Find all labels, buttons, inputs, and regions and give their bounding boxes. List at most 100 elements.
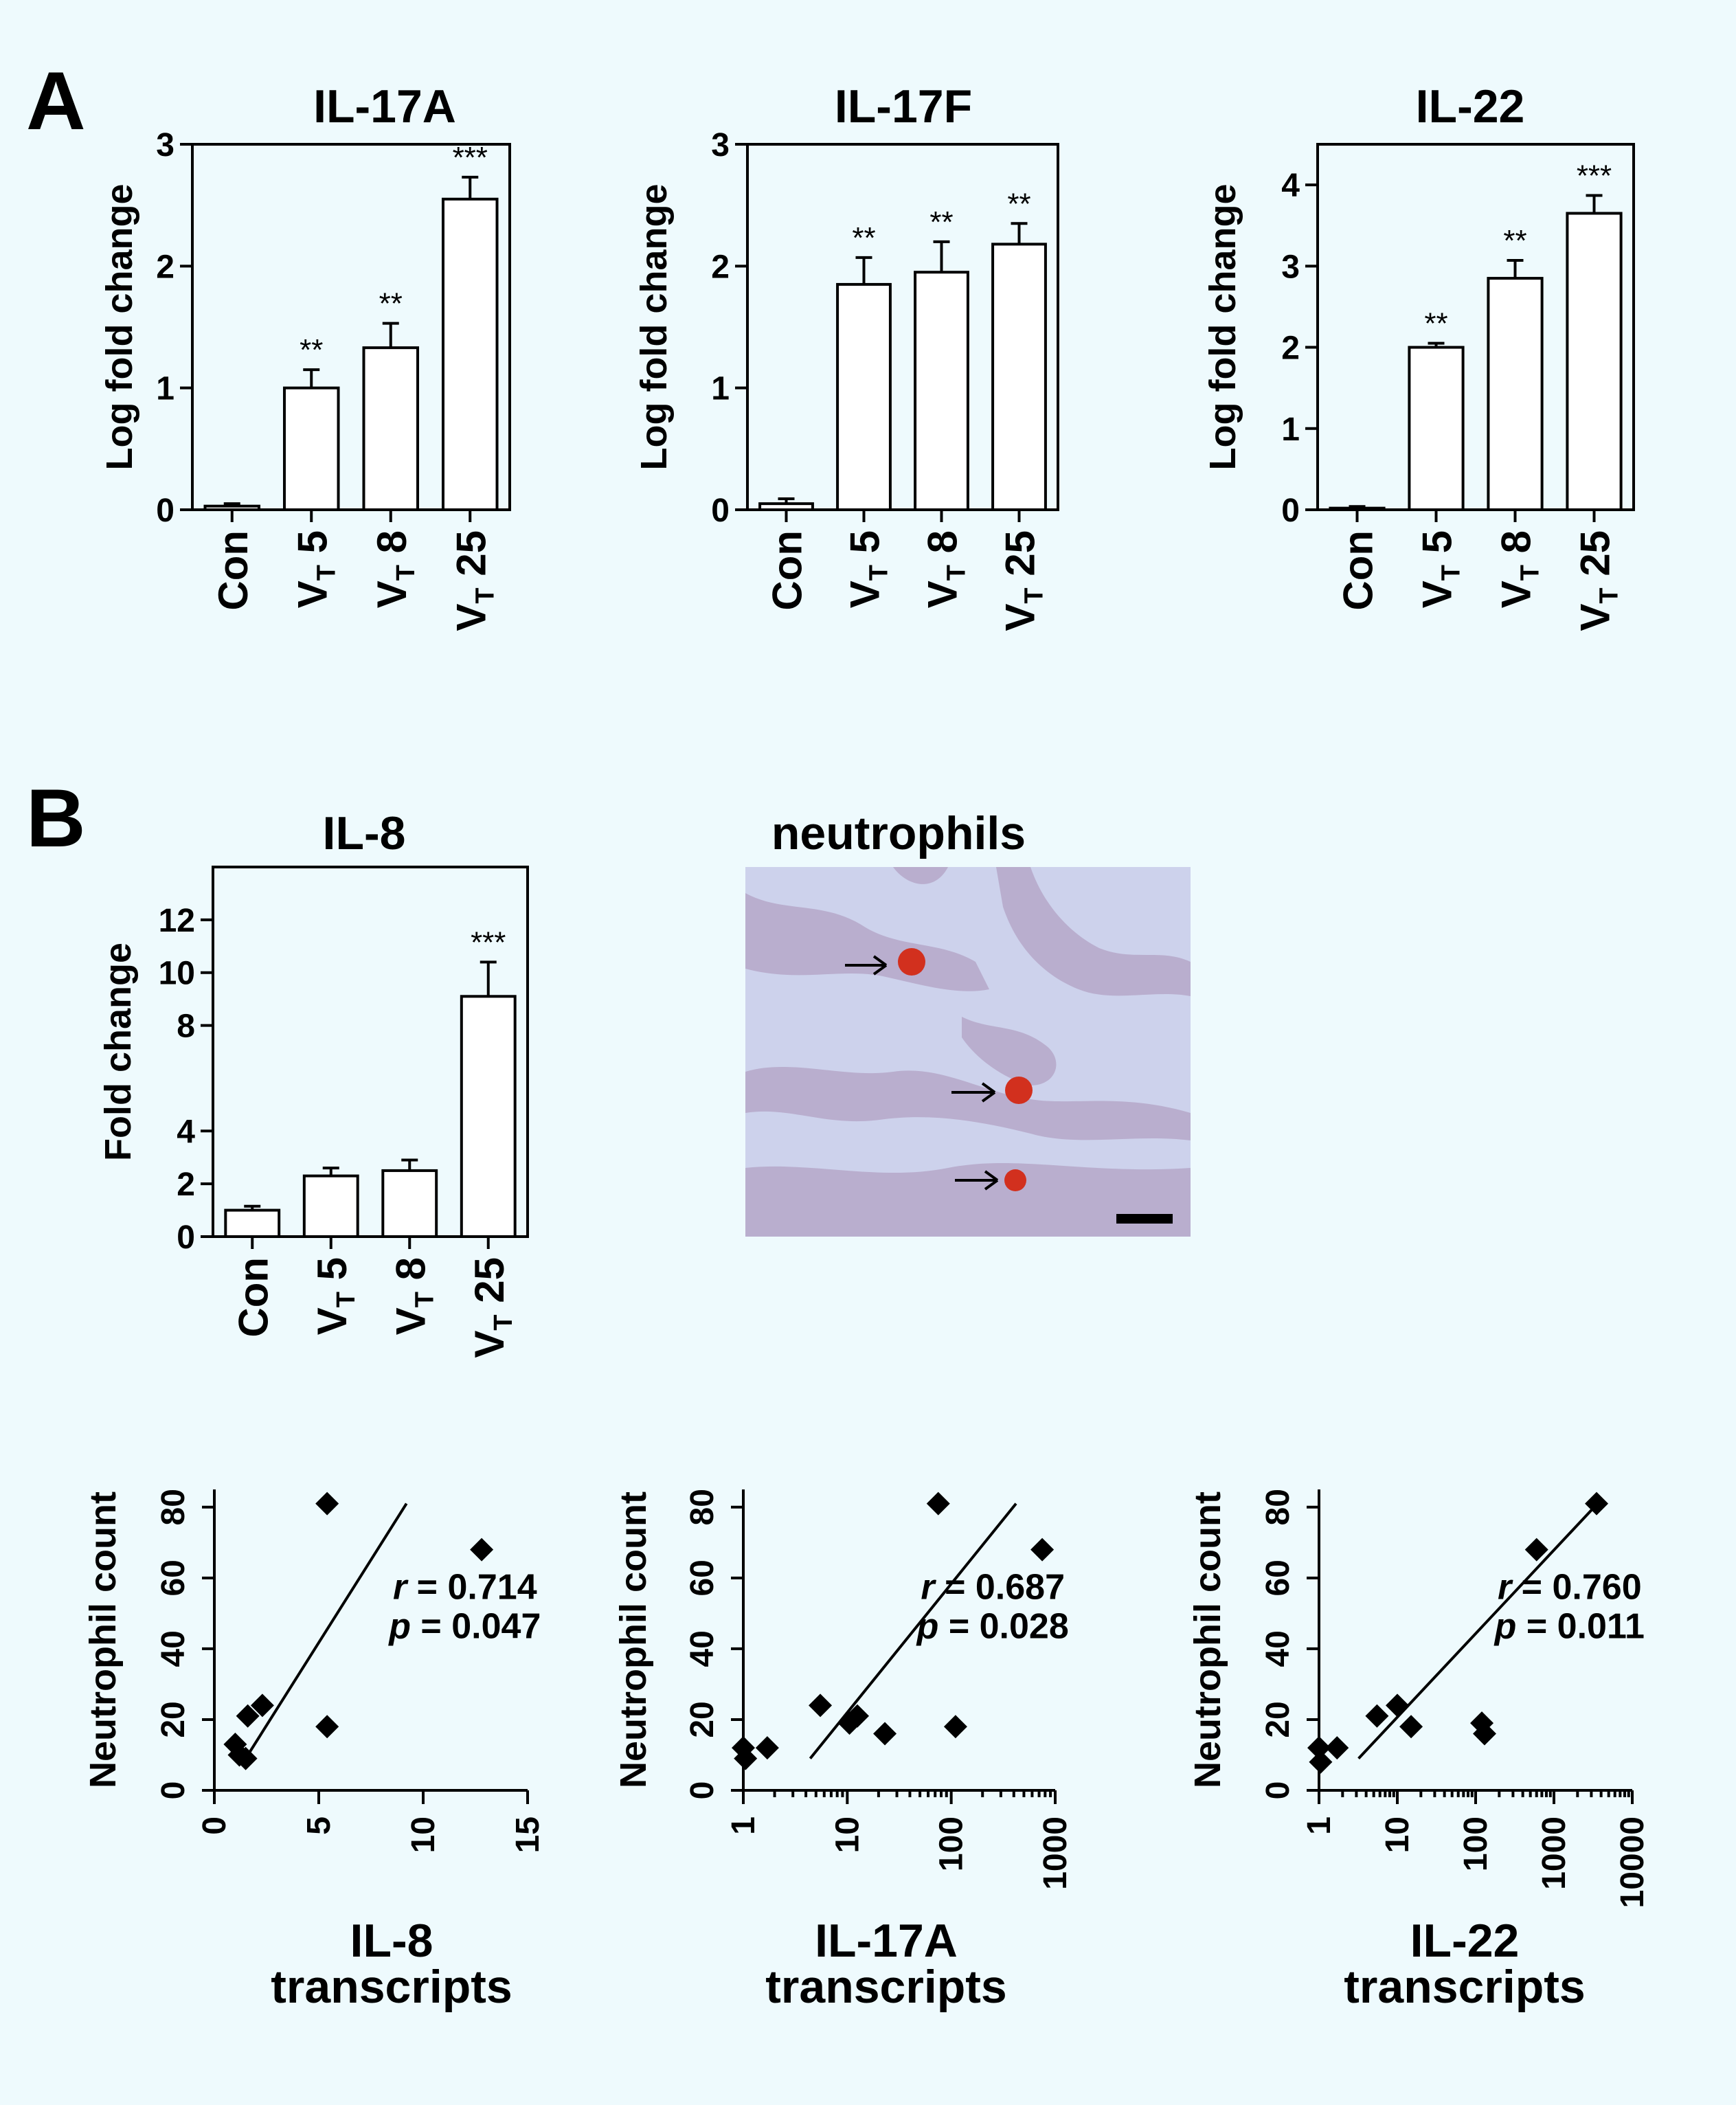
data-point <box>1585 1491 1609 1516</box>
bar <box>441 197 499 511</box>
significance-mark: *** <box>471 925 506 959</box>
y-axis-label: Neutrophil count <box>82 1491 124 1788</box>
y-tick-label: 2 <box>711 249 730 285</box>
category-label: VT 8 <box>387 1257 439 1335</box>
category-label: VT 5 <box>309 1257 361 1335</box>
bar <box>203 504 261 511</box>
y-tick-label: 0 <box>684 1781 721 1800</box>
y-tick-label: 80 <box>684 1489 721 1525</box>
data-point <box>1365 1704 1389 1728</box>
x-axis-label: IL-22 <box>1410 1915 1520 1967</box>
y-tick-label: 0 <box>177 1219 195 1256</box>
category-label: VT 8 <box>920 530 971 608</box>
regression-line <box>244 1502 408 1759</box>
y-tick-label: 0 <box>711 493 730 529</box>
bar-chart-il22: IL-22 Log fold change 0 1 2 3 4 Con ** VT 5 ** VT 8… <box>1202 80 1635 631</box>
y-tick-label: 20 <box>1260 1701 1296 1737</box>
regression-line <box>809 1502 1017 1759</box>
y-tick-label: 80 <box>155 1489 192 1525</box>
chart-title: IL-22 <box>1416 80 1525 133</box>
significance-mark: ** <box>379 287 403 321</box>
y-tick-label: 4 <box>177 1114 195 1150</box>
y-tick-label: 20 <box>155 1701 192 1737</box>
scatter-chart-scatter_il17a: Neutrophil count 0 20 40 60 80 1 10 100 1000 r = 0… <box>613 1489 1074 2013</box>
data-point <box>1307 1736 1331 1760</box>
arrow-1 <box>845 955 888 976</box>
y-tick-label: 60 <box>1260 1560 1296 1596</box>
category-label: VT 5 <box>842 530 894 608</box>
bar <box>460 995 517 1239</box>
micrograph-tissue <box>745 867 1191 1237</box>
category-label: VT 25 <box>448 530 499 631</box>
chart-title: IL-17F <box>835 80 972 133</box>
x-axis-label-2: transcripts <box>271 1961 512 2013</box>
x-tick-label: 10 <box>405 1816 442 1853</box>
x-tick-label: 100 <box>934 1816 970 1871</box>
data-point <box>1309 1750 1333 1774</box>
y-tick-label: 1 <box>156 371 174 407</box>
significance-mark: ** <box>1503 224 1526 258</box>
scale-bar <box>1116 1214 1173 1224</box>
p-statistic: p = 0.011 <box>1493 1606 1645 1646</box>
y-tick-label: 0 <box>1260 1781 1296 1800</box>
x-tick-label: 1000 <box>1536 1816 1572 1890</box>
bar <box>282 386 340 512</box>
x-tick-label: 5 <box>301 1816 337 1835</box>
category-label: Con <box>230 1257 276 1338</box>
category-label: VT 25 <box>997 530 1049 631</box>
significance-mark: *** <box>1577 159 1612 192</box>
y-axis-label: Log fold change <box>633 184 675 471</box>
y-tick-label: 40 <box>1260 1630 1296 1667</box>
y-tick-label: 3 <box>711 127 730 164</box>
data-point <box>470 1538 494 1562</box>
y-tick-label: 2 <box>1281 330 1300 367</box>
category-label: VT 5 <box>289 530 341 608</box>
bar <box>836 282 892 511</box>
data-point <box>315 1491 339 1516</box>
significance-mark: *** <box>453 141 488 175</box>
bar <box>362 346 420 511</box>
significance-mark: ** <box>1007 187 1030 221</box>
category-label: Con <box>1335 530 1382 611</box>
category-label: VT 5 <box>1414 530 1466 608</box>
p-statistic: p = 0.047 <box>387 1606 541 1646</box>
bar <box>914 271 969 511</box>
y-tick-label: 0 <box>156 493 174 529</box>
y-tick-label: 10 <box>159 956 195 992</box>
x-tick-label: 1 <box>725 1816 762 1835</box>
plot-frame <box>1316 143 1635 511</box>
scatter-chart-scatter_il8: Neutrophil count 0 20 40 60 80 0 5 10 15 r = 0.714… <box>82 1489 546 2013</box>
bar <box>1566 212 1623 511</box>
y-tick-label: 2 <box>177 1167 195 1203</box>
x-tick-label: 0 <box>196 1816 233 1835</box>
data-point <box>734 1746 758 1770</box>
bar-chart-il17f: IL-17F Log fold change 0 1 2 3 Con ** VT 5 ** VT 8… <box>633 80 1059 631</box>
y-tick-label: 1 <box>1281 412 1300 448</box>
y-axis-label: Neutrophil count <box>613 1491 654 1788</box>
x-axis-label-2: transcripts <box>1344 1961 1585 2013</box>
category-label: Con <box>765 530 811 611</box>
neutrophil-arrows <box>845 955 999 1191</box>
significance-mark: ** <box>929 205 953 239</box>
r-statistic: r = 0.714 <box>393 1568 537 1608</box>
data-point <box>236 1704 260 1728</box>
y-tick-label: 0 <box>155 1781 192 1800</box>
data-point <box>1399 1715 1423 1739</box>
significance-mark: ** <box>852 221 875 255</box>
r-statistic: r = 0.687 <box>921 1568 1065 1608</box>
neutrophil-cells <box>898 948 1033 1191</box>
panel-label-b: B <box>26 772 86 864</box>
x-axis-label: IL-17A <box>815 1915 958 1967</box>
data-point <box>1472 1722 1496 1746</box>
scatter-chart-scatter_il22: Neutrophil count 0 20 40 60 80 1 10 100 1000 10000… <box>1187 1489 1651 2013</box>
y-axis-label: Log fold change <box>99 184 140 471</box>
bar <box>381 1169 438 1239</box>
y-tick-label: 40 <box>155 1630 192 1667</box>
bar <box>758 502 814 512</box>
bar <box>991 243 1047 511</box>
chart-title: IL-8 <box>323 807 406 859</box>
data-point <box>873 1722 897 1746</box>
x-tick-label: 10000 <box>1614 1816 1651 1908</box>
arrow-2 <box>951 1082 996 1103</box>
